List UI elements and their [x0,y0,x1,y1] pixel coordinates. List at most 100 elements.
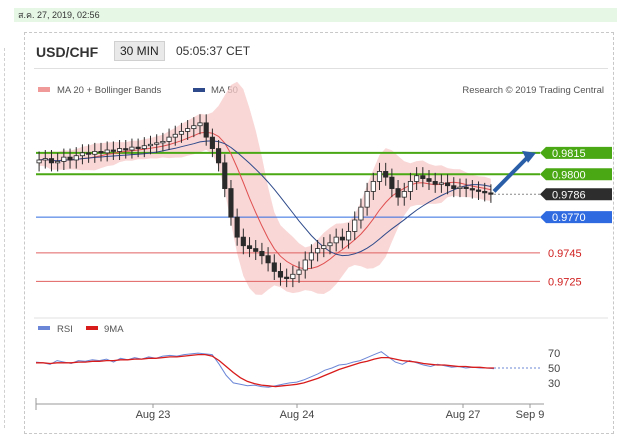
candle-body-2 [48,158,55,164]
candle-body-39 [277,271,284,278]
rsi-panel: 70 50 30 [34,317,608,390]
candle-body-6 [73,155,79,161]
price-tag-3 [540,211,612,224]
candle-body-67 [451,185,457,189]
candle-body-35 [253,248,259,252]
price-labels: 0.9815 0.9800 0.9786 0.9770 0.9745 0.9725 [540,146,612,288]
candle-body-70 [469,188,475,191]
candle-body-30 [222,162,228,189]
candle-body-62 [420,175,426,179]
price-label-4: 0.9745 [548,248,582,260]
candle-body-1 [42,158,48,161]
rsi-level-label-0: 70 [548,348,560,360]
x-tick-label-0: Aug 23 [136,409,171,421]
price-tag-0 [540,146,612,159]
candle-body-15 [129,146,135,151]
candle-body-56 [383,171,389,178]
candle-body-57 [389,176,395,189]
x-tick-label-2: Aug 27 [446,409,481,421]
candle-body-8 [86,152,92,155]
candle-body-9 [92,151,98,155]
candle-body-69 [463,186,469,189]
candle-body-60 [407,181,414,192]
candle-body-29 [216,148,222,164]
ma20-line [39,131,492,270]
candle-body-23 [178,131,185,135]
candle-body-11 [104,149,110,154]
candle-body-34 [246,245,253,249]
ma50-legend-label: MA 50 [211,85,238,96]
candle-body-40 [284,276,290,279]
candle-body-61 [414,175,420,182]
rsi-legend-swatch [38,326,50,330]
candle-body-37 [265,255,271,264]
price-label-1: 0.9800 [552,169,586,181]
bb-legend-swatch [38,87,50,92]
candle-body-44 [308,252,314,261]
candle-body-63 [426,178,432,182]
chart-frame [24,32,614,434]
candle-body-55 [376,171,383,182]
arrow-head [522,150,536,163]
price-tag-1 [540,168,612,181]
candle-body-26 [197,122,203,127]
price-label-2: 0.9786 [552,189,586,201]
candle-body-71 [475,189,482,192]
bb-legend-label: MA 20 + Bollinger Bands [57,85,162,96]
candle-body-33 [240,236,246,247]
x-tick-label-3: Sep 9 [516,409,545,421]
time-axis: Aug 23 Aug 24 Aug 27 Sep 9 [35,398,545,421]
candle-body-65 [438,182,444,185]
candle-body-41 [290,273,296,279]
candle-body-52 [358,206,364,221]
candle-body-4 [61,156,67,162]
candle-body-32 [234,216,240,238]
candle-body-12 [110,149,116,152]
price-label-5: 0.9725 [548,276,582,288]
price-tag-2 [540,188,612,201]
candle-body-45 [315,248,321,254]
candle-body-7 [79,152,85,157]
candle-body-47 [327,242,333,247]
clock-readout: 05:05:37 CET [176,44,251,58]
candle-body-14 [123,148,129,151]
candle-body-48 [333,236,339,244]
candle-body-58 [395,188,401,198]
candle-body-13 [116,148,123,152]
bollinger-fill [39,81,491,295]
left-divider [4,48,5,428]
candle-body-10 [98,151,104,154]
price-label-0: 0.9815 [552,148,586,160]
rsi-level-label-1: 50 [548,363,560,375]
candle-body-66 [445,182,451,187]
candle-body-51 [352,219,358,232]
candle-body-21 [166,136,172,142]
rsi-ma-line [36,353,494,388]
timestamp-bar: ส.ค. 27, 2019, 02:56 [14,8,617,22]
candle-body-27 [203,122,209,138]
candle-body-50 [345,231,352,241]
candle-body-22 [172,133,178,138]
candle-body-59 [401,191,407,198]
candles [36,114,494,288]
candle-body-0 [36,159,42,164]
rsi-line [35,351,495,388]
candle-body-16 [135,146,141,149]
candle-body-20 [160,141,166,144]
candle-body-54 [370,181,376,192]
candle-body-53 [364,191,370,208]
timeframe-badge[interactable]: 30 MIN [114,41,165,61]
candle-body-19 [154,142,160,145]
candle-body-64 [432,181,438,185]
ma9-legend-swatch [86,326,98,330]
projection-arrow [492,150,536,193]
candle-body-42 [296,269,302,275]
header-divider [34,68,608,69]
candle-body-49 [339,236,345,241]
candle-body-72 [482,191,488,194]
arrow-shaft [492,155,530,193]
moving-averages [39,131,492,270]
candle-body-36 [259,251,265,257]
candle-body-3 [55,161,61,164]
